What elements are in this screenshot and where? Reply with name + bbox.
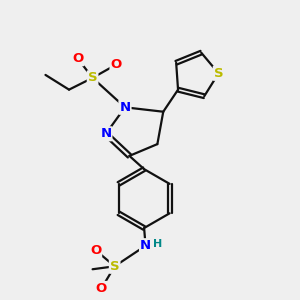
Text: N: N xyxy=(119,101,130,114)
Text: N: N xyxy=(140,239,151,252)
Text: O: O xyxy=(90,244,101,256)
Text: O: O xyxy=(96,282,107,295)
Text: O: O xyxy=(110,58,122,71)
Text: N: N xyxy=(100,127,111,140)
Text: H: H xyxy=(153,239,163,249)
Text: S: S xyxy=(214,67,224,80)
Text: S: S xyxy=(110,260,119,273)
Text: O: O xyxy=(72,52,83,65)
Text: S: S xyxy=(88,71,98,84)
